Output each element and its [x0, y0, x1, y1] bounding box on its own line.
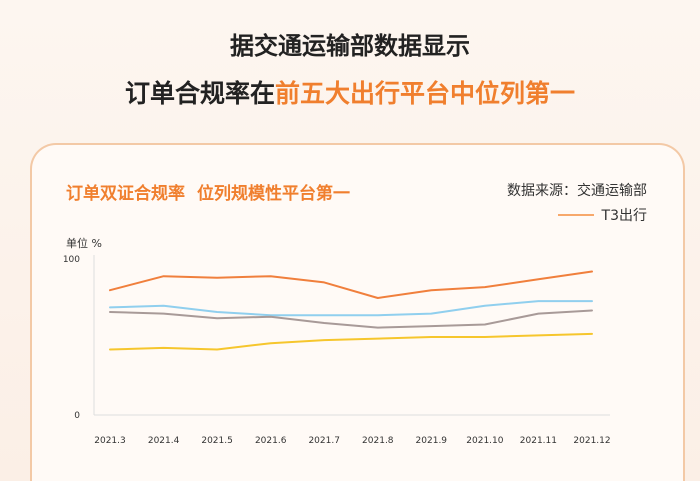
data-source: 数据来源：交通运输部	[507, 183, 647, 199]
card-title: 订单双证合规率 位列规模性平台第一	[66, 179, 350, 204]
x-tick-labels: 2021.3 2021.4 2021.5 2021.6 2021.7 2021.8 2021…	[94, 436, 610, 446]
x-tick-label: 2021.8	[362, 436, 394, 446]
series-line-1	[109, 270, 593, 299]
chart-lines	[109, 270, 593, 351]
headline-line2-prefix: 订单合规率在	[124, 79, 275, 108]
headline-line2-highlight: 前五大出行平台中位列第一	[275, 79, 576, 108]
x-tick-label: 2021.3	[94, 436, 126, 446]
y-tick-label: 0	[74, 411, 80, 421]
legend: T3出行	[557, 205, 647, 225]
x-tick-label: 2021.10	[466, 436, 503, 446]
x-tick-label: 2021.7	[308, 436, 340, 446]
x-tick-label: 2021.9	[416, 436, 448, 446]
x-tick-label: 2021.4	[148, 436, 180, 446]
series-line-2	[109, 300, 593, 317]
headline-line2: 订单合规率在前五大出行平台中位列第一	[0, 74, 700, 110]
x-tick-label: 2021.12	[573, 436, 610, 446]
y-unit-label: 单位 %	[66, 237, 102, 250]
card-title-right: 位列规模性平台第一	[197, 184, 350, 204]
series-line-4	[109, 332, 593, 351]
headline-line1: 据交通运输部数据显示	[230, 32, 470, 60]
y-tick-label: 100	[63, 255, 80, 265]
series-line-3	[109, 309, 593, 329]
y-tick-labels: 0 100	[63, 255, 80, 421]
x-tick-label: 2021.6	[255, 436, 287, 446]
x-tick-label: 2021.5	[201, 436, 233, 446]
chart-axes	[93, 255, 610, 416]
x-tick-label: 2021.11	[520, 436, 557, 446]
legend-label: T3出行	[601, 208, 647, 224]
card-title-left: 订单双证合规率	[66, 184, 185, 204]
legend-swatch	[557, 214, 594, 216]
